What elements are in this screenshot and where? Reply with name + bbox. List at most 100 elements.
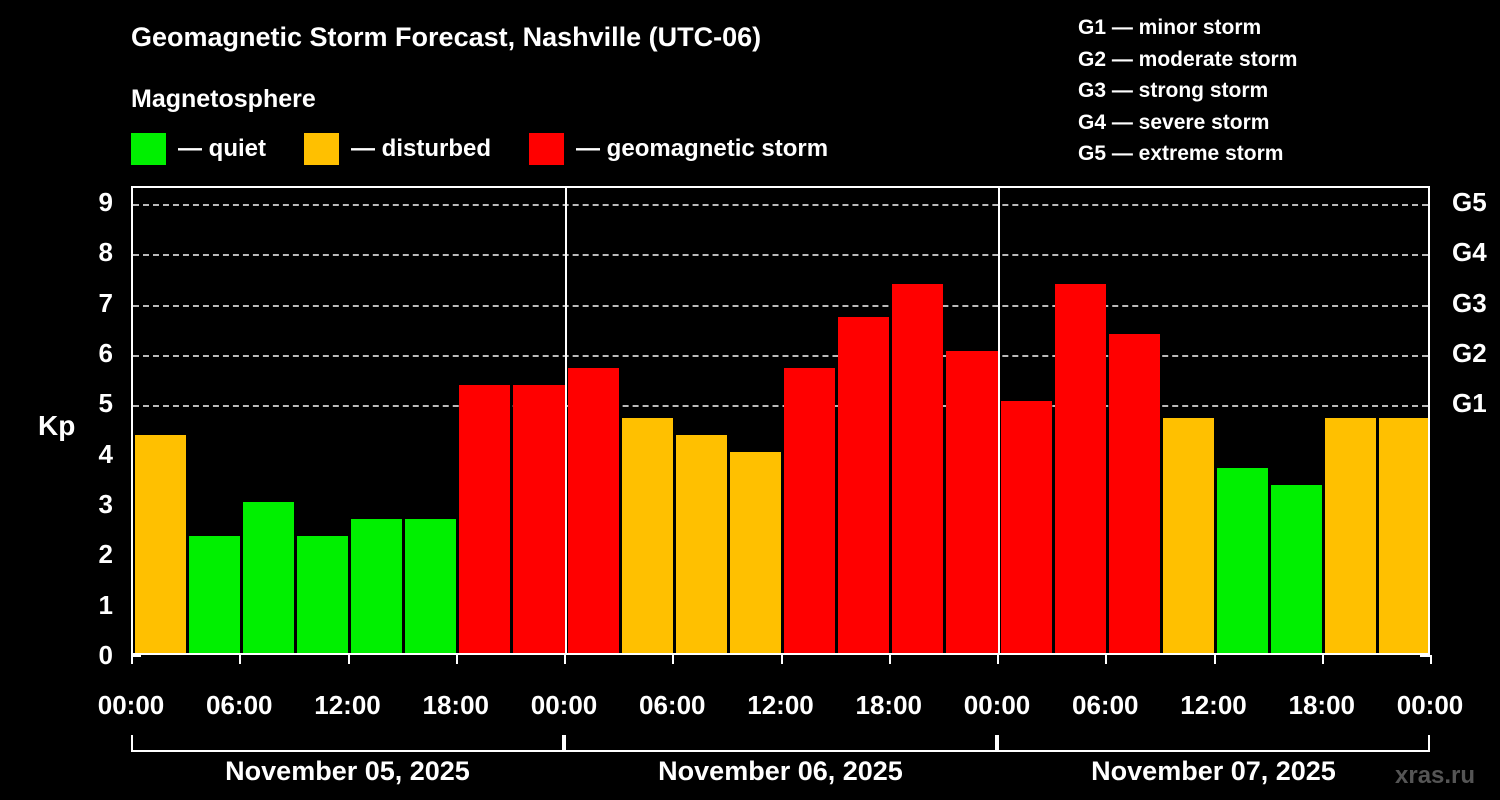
g-scale-line-2: G2 — moderate storm	[1078, 47, 1298, 71]
day-bracket-3	[997, 735, 1430, 752]
x-tick-label-1: 06:00	[206, 690, 273, 720]
g-tick-label-G5: G5	[1452, 187, 1487, 217]
g-scale-legend: G1 — minor storm G2 — moderate storm G3 — …	[1078, 12, 1297, 170]
y-tick-label-5: 5	[98, 388, 113, 419]
y-tick-label-4: 4	[98, 438, 113, 469]
legend-item-disturbed: — disturbed	[304, 133, 529, 165]
legend-swatch-disturbed	[304, 133, 339, 165]
y-tick-label-6: 6	[98, 338, 113, 368]
bar-day3-0000	[1000, 401, 1052, 653]
legend-label-storm: — geomagnetic storm	[576, 135, 829, 162]
y-tick-mark-0	[131, 655, 141, 657]
bar-day1-1800	[459, 384, 511, 653]
day-separator-2	[998, 188, 1000, 653]
g-scale-line-3: G3 — strong storm	[1078, 79, 1269, 102]
bar-day2-2100	[946, 351, 998, 653]
x-tick-mark-11	[1321, 655, 1324, 664]
x-tick-label-2: 12:00	[314, 690, 381, 720]
y-tick-label-2: 2	[98, 539, 113, 570]
g-tick-label-G1: G1	[1452, 388, 1487, 419]
y-tick-label-7: 7	[98, 287, 113, 318]
gridline-kp-9	[133, 204, 1428, 206]
bar-day3-0600	[1108, 334, 1160, 653]
x-tick-label-9: 06:00	[1072, 690, 1139, 720]
y-tick-label-3: 3	[98, 489, 113, 519]
date-label-3: November 07, 2025	[1091, 756, 1336, 786]
x-tick-label-8: 00:00	[963, 690, 1031, 720]
legend-label-quiet: — quiet	[178, 135, 266, 162]
bar-day2-1800	[892, 284, 944, 653]
magnetosphere-label: Magnetosphere	[131, 85, 316, 113]
legend-item-quiet: — quiet	[131, 133, 304, 165]
bar-day2-0000	[567, 367, 619, 653]
legend: — quiet — disturbed — geomagnetic storm	[131, 133, 866, 165]
gridline-kp-5	[133, 405, 1428, 408]
x-tick-mark-5	[672, 655, 675, 664]
bar-day2-0600	[675, 435, 727, 653]
x-tick-mark-12	[1430, 655, 1432, 664]
bar-day2-0900	[729, 451, 781, 653]
bar-day1-1200	[351, 518, 403, 653]
g-tick-label-G2: G2	[1452, 338, 1487, 368]
legend-label-disturbed: — disturbed	[351, 135, 492, 162]
legend-swatch-quiet	[131, 133, 166, 165]
bar-series	[133, 188, 1428, 653]
x-tick-mark-8	[997, 655, 999, 664]
gridline-kp-8	[133, 254, 1428, 257]
g-scale-line-1: G1 — minor storm	[1078, 16, 1262, 39]
x-tick-label-0: 00:00	[97, 690, 165, 720]
bar-day1-0300	[188, 535, 240, 653]
bar-day3-0300	[1054, 284, 1106, 653]
bar-day1-0600	[242, 502, 294, 653]
x-tick-label-7: 18:00	[855, 690, 923, 720]
bar-day3-1800	[1325, 417, 1377, 653]
g-tick-label-G3: G3	[1452, 287, 1487, 318]
x-tick-mark-7	[888, 655, 891, 664]
x-tick-mark-4	[564, 655, 566, 664]
bar-day3-0900	[1162, 417, 1214, 653]
day-separator-1	[565, 188, 567, 653]
x-tick-label-10: 12:00	[1180, 690, 1247, 720]
bar-day3-1500	[1271, 485, 1323, 653]
y-axis-title: Kp	[38, 410, 76, 441]
x-tick-mark-9	[1105, 655, 1108, 664]
gridline-kp-7	[133, 304, 1428, 307]
y-tick-label-8: 8	[98, 237, 113, 268]
x-tick-label-12: 00:00	[1396, 690, 1464, 720]
day-bracket-1	[131, 735, 564, 752]
x-tick-label-5: 06:00	[639, 690, 706, 720]
bar-day1-2100	[513, 384, 565, 653]
bar-day3-1200	[1217, 468, 1269, 653]
g-scale-line-5: G5 — extreme storm	[1078, 142, 1284, 165]
bar-day2-1500	[838, 317, 890, 653]
y-tick-label-0: 0	[98, 640, 113, 670]
bar-day1-1500	[405, 518, 457, 653]
page-title: Geomagnetic Storm Forecast, Nashville (U…	[131, 22, 762, 52]
x-tick-label-11: 18:00	[1288, 690, 1356, 720]
x-tick-mark-2	[347, 655, 350, 664]
y-tick-label-9: 9	[98, 187, 113, 217]
right-tick-mark-0	[1420, 655, 1430, 657]
x-tick-mark-6	[780, 655, 783, 664]
x-tick-mark-3	[455, 655, 458, 664]
bar-day3-2100	[1379, 417, 1428, 653]
date-label-1: November 05, 2025	[225, 756, 470, 786]
x-tick-mark-1	[239, 655, 242, 664]
g-tick-label-G4: G4	[1452, 237, 1487, 268]
bar-day1-0000	[134, 435, 186, 653]
x-tick-label-4: 00:00	[530, 690, 598, 720]
plot-area	[131, 186, 1430, 655]
x-tick-mark-0	[131, 655, 133, 664]
bar-day2-0300	[621, 417, 673, 653]
x-tick-label-6: 12:00	[747, 690, 814, 720]
legend-swatch-storm	[529, 133, 565, 165]
date-label-2: November 06, 2025	[658, 756, 903, 786]
bar-day1-0900	[296, 535, 348, 653]
g-scale-line-4: G4 — severe storm	[1078, 110, 1270, 134]
watermark: xras.ru	[1395, 762, 1476, 789]
legend-item-storm: — geomagnetic storm	[529, 133, 866, 165]
bar-day2-1200	[784, 367, 836, 653]
day-bracket-2	[564, 735, 997, 752]
x-tick-mark-10	[1213, 655, 1216, 664]
